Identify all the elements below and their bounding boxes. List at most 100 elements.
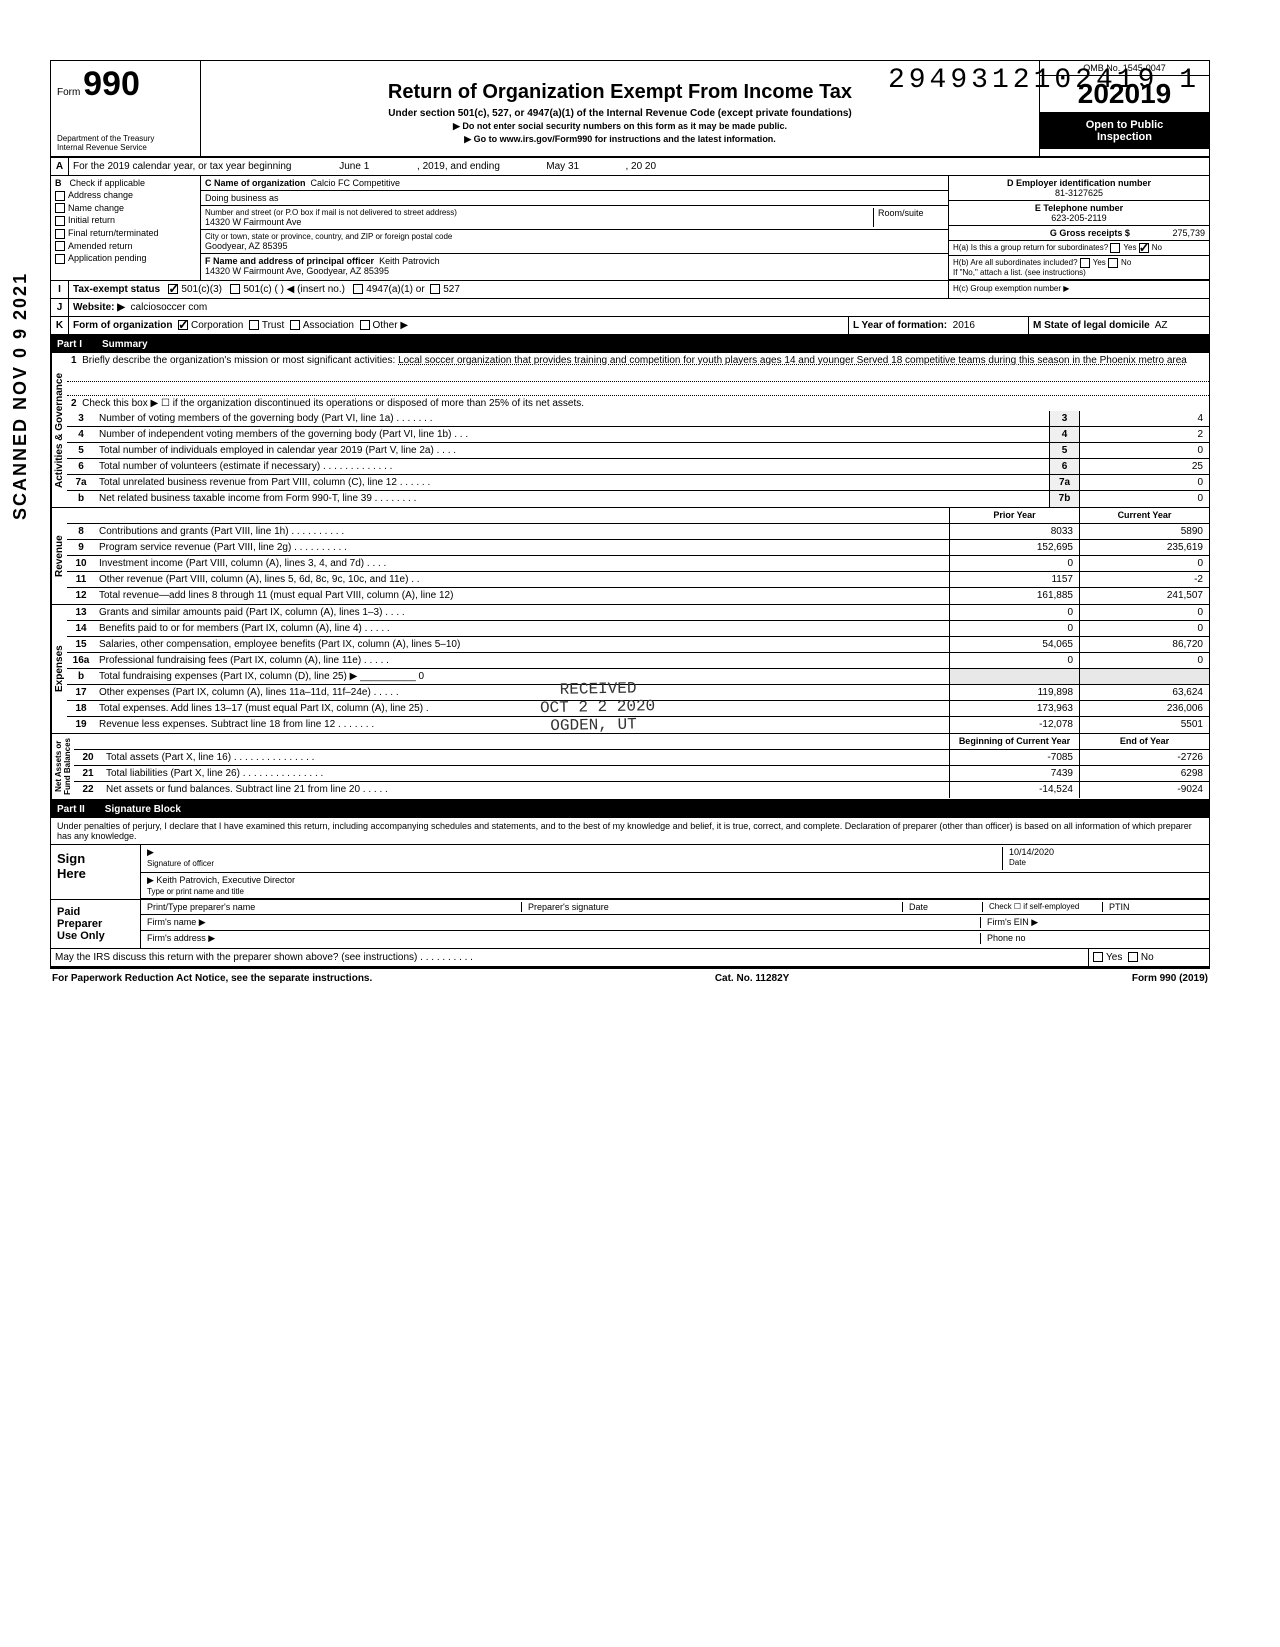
room-suite-label: Room/suite	[874, 208, 944, 227]
nab-col-headers: Beginning of Current Year End of Year	[74, 734, 1209, 750]
discuss-row: May the IRS discuss this return with the…	[51, 949, 1209, 968]
org-name-label: C Name of organization	[205, 178, 306, 188]
gross-receipts-label: G Gross receipts $	[1050, 228, 1130, 238]
org-name: Calcio FC Competitive	[311, 178, 401, 188]
phone-label: E Telephone number	[1035, 203, 1123, 213]
address-label: Number and street (or P.O box if mail is…	[205, 208, 869, 217]
part-2-header: Part II Signature Block	[51, 801, 1209, 818]
year-formation-label: L Year of formation:	[853, 320, 947, 331]
form-990: Form 990 Department of the Treasury Inte…	[50, 60, 1210, 969]
check-if-applicable: Check if applicable	[70, 178, 146, 188]
firm-phone-label: Phone no	[981, 933, 1203, 944]
city-state-zip: Goodyear, AZ 85395	[205, 241, 944, 251]
rev-line-8: 8Contributions and grants (Part VIII, li…	[67, 524, 1209, 540]
activities-governance-section: Activities & Governance 1 Briefly descri…	[51, 353, 1209, 508]
cat-number: Cat. No. 11282Y	[715, 973, 789, 984]
open-to-public: Open to Public Inspection	[1040, 113, 1209, 149]
ptin-label: PTIN	[1103, 902, 1203, 912]
form-label: Form	[57, 87, 80, 98]
tax-year-begin: June 1	[294, 161, 414, 172]
gov-line-3: 3Number of voting members of the governi…	[67, 411, 1209, 427]
rev-line-10: 10Investment income (Part VIII, column (…	[67, 556, 1209, 572]
officer-label: F Name and address of principal officer	[205, 256, 374, 266]
gov-vert-label: Activities & Governance	[51, 353, 67, 507]
phone-value: 623-205-2119	[953, 213, 1205, 223]
hb-no: No	[1121, 258, 1131, 267]
opt-amended-return: Amended return	[55, 241, 196, 252]
tax-year-end: May 31	[503, 161, 623, 172]
opt-name-change: Name change	[55, 203, 196, 214]
org-info-block: B Check if applicable Address change Nam…	[51, 176, 1209, 281]
gov-line-7a: 7aTotal unrelated business revenue from …	[67, 475, 1209, 491]
line-1: 1 Briefly describe the organization's mi…	[67, 353, 1209, 368]
ha-yes: Yes	[1123, 243, 1136, 252]
net-assets-section: Net Assets or Fund Balances Beginning of…	[51, 734, 1209, 801]
form-note-ssn: ▶ Do not enter social security numbers o…	[209, 121, 1031, 132]
rev-vert-label: Revenue	[51, 508, 67, 604]
dba-label: Doing business as	[205, 193, 279, 203]
firm-name-label: Firm's name ▶	[147, 917, 981, 928]
hb-label: H(b) Are all subordinates included?	[953, 258, 1078, 267]
received-stamp: RECEIVED OCT 2 2 2020 OGDEN, UT	[560, 679, 656, 735]
exp-line-15: 15Salaries, other compensation, employee…	[67, 637, 1209, 653]
nab-line-20: 20Total assets (Part X, line 16) . . . .…	[74, 750, 1209, 766]
line-k: K Form of organization Corporation Trust…	[51, 317, 1209, 336]
line-a: A For the 2019 calendar year, or tax yea…	[51, 158, 1209, 176]
rev-line-12: 12Total revenue—add lines 8 through 11 (…	[67, 588, 1209, 604]
trust-checkbox: Trust	[262, 320, 284, 331]
website-value: calciosoccer com	[131, 302, 208, 313]
form-number: 990	[83, 65, 140, 103]
exp-vert-label: Expenses	[51, 605, 67, 733]
document-id-number: 2949312102419 1	[888, 65, 1200, 96]
ha-label: H(a) Is this a group return for subordin…	[953, 243, 1108, 252]
scanned-stamp: SCANNED NOV 0 9 2021	[10, 272, 31, 520]
dept-treasury: Department of the Treasury Internal Reve…	[57, 134, 194, 152]
exp-line-16a: 16aProfessional fundraising fees (Part I…	[67, 653, 1209, 669]
nab-line-21: 21Total liabilities (Part X, line 26) . …	[74, 766, 1209, 782]
prep-sig-label: Preparer's signature	[522, 902, 903, 912]
hb-note: If "No," attach a list. (see instruction…	[953, 268, 1205, 277]
line-a-prefix: For the 2019 calendar year, or tax year …	[73, 161, 291, 172]
website-label: Website: ▶	[73, 302, 125, 313]
gov-line-b: bNet related business taxable income fro…	[67, 491, 1209, 507]
gross-receipts-value: 275,739	[1172, 228, 1205, 238]
revenue-col-headers: Prior Year Current Year	[67, 508, 1209, 524]
gov-line-5: 5Total number of individuals employed in…	[67, 443, 1209, 459]
hb-yes: Yes	[1093, 258, 1106, 267]
opt-address-change: Address change	[55, 190, 196, 201]
paid-preparer-block: Paid Preparer Use Only Print/Type prepar…	[51, 900, 1209, 949]
form-note-url: ▶ Go to www.irs.gov/Form990 for instruct…	[209, 134, 1031, 145]
prep-date-label: Date	[903, 902, 983, 912]
self-employed-check: Check ☐ if self-employed	[983, 902, 1103, 912]
hc-label: H(c) Group exemption number ▶	[953, 284, 1069, 293]
sign-here-block: Sign Here ▶Signature of officer 10/14/20…	[51, 845, 1209, 900]
mission-text: Local soccer organization that provides …	[398, 355, 1187, 366]
officer-name: Keith Patrovich	[379, 256, 440, 266]
firm-ein-label: Firm's EIN ▶	[981, 917, 1203, 928]
year-formation-value: 2016	[953, 320, 975, 331]
gov-line-4: 4Number of independent voting members of…	[67, 427, 1209, 443]
gov-line-6: 6Total number of volunteers (estimate if…	[67, 459, 1209, 475]
form-subtitle: Under section 501(c), 527, or 4947(a)(1)…	[209, 108, 1031, 119]
line-a-mid: , 2019, and ending	[417, 161, 500, 172]
ein-value: 81-3127625	[953, 188, 1205, 198]
revenue-section: Revenue Prior Year Current Year 8Contrib…	[51, 508, 1209, 605]
opt-final-return: Final return/terminated	[55, 228, 196, 239]
4947-checkbox: 4947(a)(1) or	[366, 284, 424, 295]
discuss-no: No	[1141, 952, 1154, 963]
form-footer: For Paperwork Reduction Act Notice, see …	[50, 969, 1210, 988]
ha-no: No	[1152, 243, 1162, 252]
ein-label: D Employer identification number	[1007, 178, 1151, 188]
tax-exempt-label: Tax-exempt status	[73, 284, 160, 295]
officer-address: 14320 W Fairmount Ave, Goodyear, AZ 8539…	[205, 266, 944, 276]
sig-date: 10/14/2020	[1009, 847, 1054, 857]
officer-name-title: Keith Patrovich, Executive Director	[156, 875, 295, 885]
exp-line-13: 13Grants and similar amounts paid (Part …	[67, 605, 1209, 621]
rev-line-9: 9Program service revenue (Part VIII, lin…	[67, 540, 1209, 556]
prep-name-label: Print/Type preparer's name	[147, 902, 522, 912]
nab-line-22: 22Net assets or fund balances. Subtract …	[74, 782, 1209, 798]
form-version: Form 990 (2019)	[1132, 973, 1208, 984]
street-address: 14320 W Fairmount Ave	[205, 217, 869, 227]
rev-line-11: 11Other revenue (Part VIII, column (A), …	[67, 572, 1209, 588]
corp-checkbox: Corporation	[191, 320, 243, 331]
